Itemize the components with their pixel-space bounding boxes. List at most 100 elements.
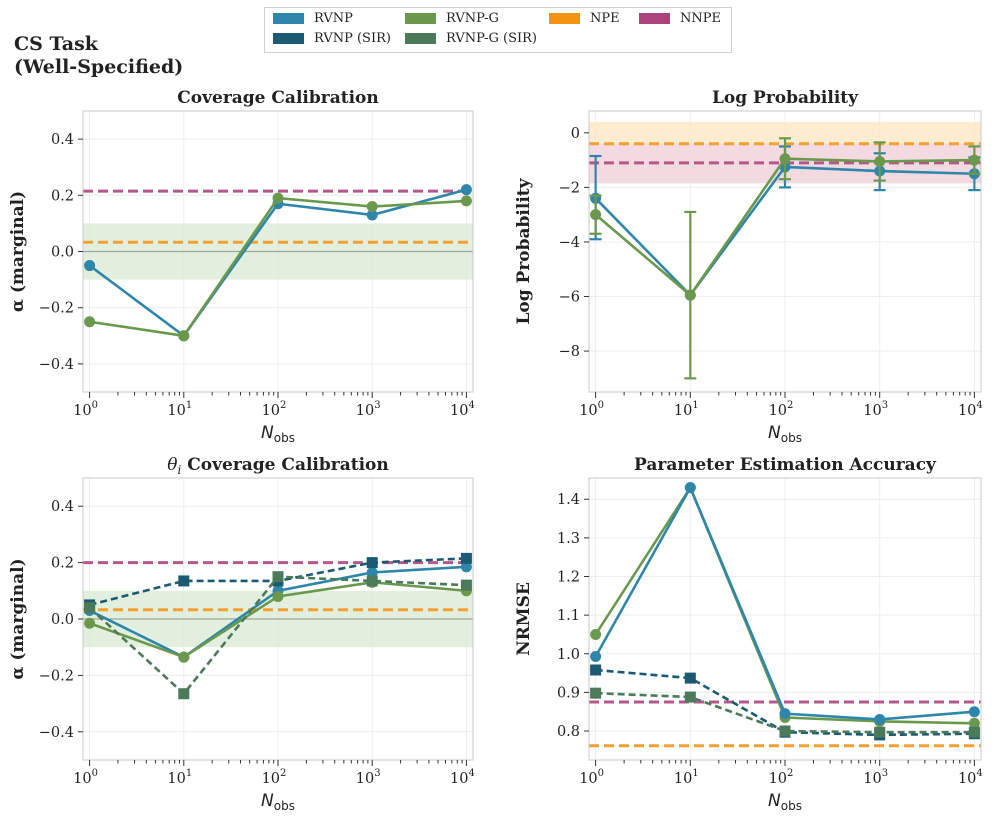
point-rvnp-g-0 (590, 628, 602, 640)
point-rvnp-g-3 (874, 155, 886, 167)
point-rvnp-g-1 (178, 330, 190, 342)
xtick-label-1: 101 (674, 400, 699, 419)
ytick-label-4: −0.4 (39, 725, 74, 741)
ytick-label-3: −0.2 (39, 668, 74, 684)
point-rvnp-g-sir-1 (684, 691, 696, 703)
ytick-label-2: 1.2 (557, 570, 580, 586)
point-rvnp-3 (874, 713, 886, 725)
legend-item-nnpe: NNPE (639, 11, 721, 26)
legend-label-rvnp: RVNP (314, 11, 353, 26)
point-rvnp-sir-1 (178, 575, 190, 587)
xtick-label-1: 101 (167, 400, 192, 419)
legend-item-rvnp: RVNP (273, 11, 353, 26)
point-rvnp-g-sir-0 (84, 602, 96, 614)
point-rvnp-g-sir-4 (460, 579, 472, 591)
point-rvnp-g-sir-0 (590, 687, 602, 699)
xtick-label-3: 103 (356, 768, 381, 787)
ytick-label-0: 0.4 (51, 132, 74, 148)
point-rvnp-g-3 (366, 201, 378, 213)
ytick-label-3: 1.1 (557, 608, 580, 624)
xtick-label-2: 102 (769, 400, 794, 419)
xlabel: Nobs (261, 791, 295, 813)
legend-label-rvnp-g-sir: RVNP-G (SIR) (446, 31, 538, 46)
xtick-label-2: 102 (262, 400, 287, 419)
ytick-label-5: 0.9 (557, 685, 580, 701)
legend-label-npe: NPE (590, 11, 620, 26)
legend-label-rvnp-sir: RVNP (SIR) (314, 31, 391, 46)
legend-item-rvnp-g-sir: RVNP-G (SIR) (405, 31, 537, 46)
ylabel: α (marginal) (8, 558, 28, 679)
ylabel: NRMSE (514, 582, 534, 656)
xtick-label-3: 103 (863, 400, 888, 419)
ylabel: Log Probability (514, 177, 534, 324)
point-rvnp-3 (366, 566, 378, 578)
xtick-label-0: 100 (73, 768, 98, 787)
panel-title: θi Coverage Calibration (167, 455, 389, 477)
legend-label-rvnp-g: RVNP-G (446, 11, 499, 26)
point-rvnp-sir-4 (460, 552, 472, 564)
point-rvnp-sir-0 (590, 664, 602, 676)
ytick-label-6: 0.8 (557, 724, 580, 740)
xtick-label-2: 102 (262, 768, 287, 787)
point-rvnp-3 (366, 209, 378, 221)
point-rvnp-g-sir-4 (968, 726, 980, 738)
legend-item-rvnp-sir: RVNP (SIR) (273, 31, 391, 46)
point-rvnp-g-4 (968, 717, 980, 729)
xtick-label-0: 100 (579, 768, 604, 787)
point-rvnp-1 (684, 482, 696, 494)
point-rvnp-4 (968, 706, 980, 718)
series-line-rvnp-g-sir (595, 691, 975, 734)
legend-swatch-nnpe (639, 13, 670, 24)
point-rvnp-4 (460, 184, 472, 196)
legend-swatch-rvnp (273, 13, 304, 24)
legend: RVNP RVNP (SIR) RVNP-G RVNP-G (SIR) NPE … (264, 7, 732, 53)
xtick-label-4: 104 (450, 768, 475, 787)
ytick-label-0: 1.4 (557, 492, 580, 508)
xlabel: Nobs (768, 791, 802, 813)
legend-swatch-rvnp-g (405, 13, 436, 24)
xtick-label-1: 101 (674, 768, 699, 787)
ytick-label-3: −6 (559, 290, 580, 306)
ytick-label-4: −8 (559, 344, 580, 360)
ytick-label-4: −0.4 (39, 357, 74, 373)
ytick-label-2: 0.0 (51, 612, 74, 628)
ytick-label-0: 0.4 (51, 499, 74, 515)
point-rvnp-g-4 (460, 195, 472, 207)
ytick-label-2: −4 (559, 235, 580, 251)
xlabel: Nobs (768, 423, 802, 445)
panel-coverage: 0.4 0.2 0.0 −0.2 −0.4 100 101 102 103 104 Nobs α (m… (8, 88, 475, 445)
panel-title: Parameter Estimation Accuracy (634, 455, 937, 475)
ylabel: α (marginal) (8, 191, 28, 312)
panel-logprob: 0 −2 −4 −6 −8 100 101 102 103 104 Nobs Log Probabil… (514, 88, 983, 445)
xtick-label-3: 103 (863, 768, 888, 787)
point-rvnp-g-0 (84, 316, 96, 328)
point-rvnp-g-2 (272, 192, 284, 204)
point-rvnp-sir-1 (684, 672, 696, 684)
xtick-label-4: 104 (450, 400, 475, 419)
xtick-label-3: 103 (356, 400, 381, 419)
xtick-label-0: 100 (579, 400, 604, 419)
legend-item-npe: NPE (549, 11, 620, 26)
point-rvnp-g-1 (178, 651, 190, 663)
xtick-label-1: 101 (167, 768, 192, 787)
ytick-label-1: 1.3 (557, 531, 580, 547)
xtick-label-4: 104 (958, 768, 983, 787)
point-rvnp-g-2 (272, 590, 284, 602)
ytick-label-1: 0.2 (51, 188, 74, 204)
legend-item-rvnp-g: RVNP-G (405, 11, 499, 26)
legend-label-nnpe: NNPE (680, 11, 721, 26)
point-rvnp-g-0 (590, 209, 602, 221)
ytick-label-1: 0.2 (51, 556, 74, 572)
ytick-label-2: 0.0 (51, 245, 74, 261)
point-rvnp-g-2 (779, 153, 791, 165)
point-rvnp-g-sir-3 (366, 575, 378, 587)
legend-swatch-rvnp-g-sir (405, 33, 436, 44)
legend-swatch-npe (549, 13, 580, 24)
panel-nrmse: 1.4 1.3 1.2 1.1 1.0 0.9 0.8 100 101 102 103 104 Nobs… (514, 455, 983, 813)
point-rvnp-g-sir-2 (779, 725, 791, 737)
ytick-label-4: 1.0 (557, 647, 580, 663)
point-rvnp-sir-3 (366, 557, 378, 569)
legend-swatch-rvnp-sir (273, 33, 304, 44)
figure-title-line-2: (Well-Specified) (14, 56, 184, 78)
